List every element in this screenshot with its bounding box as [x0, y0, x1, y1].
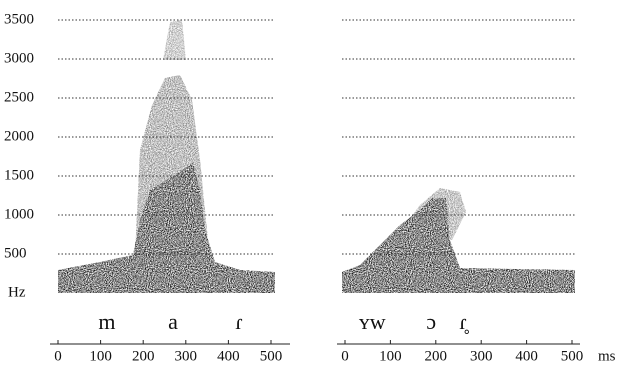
x-tick-label: 400: [217, 348, 240, 364]
segment-label: ɾ̥: [459, 309, 469, 334]
y-tick-label: 2500: [4, 89, 34, 105]
x-tick-label: 200: [132, 348, 155, 364]
y-tick-label: 1500: [4, 167, 34, 183]
y-tick-label: 500: [4, 245, 27, 261]
y-tick-label: 1000: [4, 206, 34, 222]
segment-label: ʏw: [359, 309, 386, 334]
segment-label: a: [168, 309, 178, 334]
x-tick-label: 200: [425, 348, 448, 364]
x-tick-label: 0: [341, 348, 349, 364]
x-tick-label: 500: [260, 348, 283, 364]
x-tick-label: 100: [89, 348, 112, 364]
spectrogram-right: [342, 188, 575, 293]
y-tick-label: 3500: [4, 11, 34, 27]
x-tick-label: 0: [54, 348, 62, 364]
segment-label: ɾ: [235, 309, 242, 334]
x-tick-label: 400: [515, 348, 538, 364]
y-tick-label: 3000: [4, 50, 34, 66]
x-tick-label: 100: [379, 348, 402, 364]
y-tick-label: 2000: [4, 128, 34, 144]
y-tick-label: Hz: [8, 284, 26, 300]
x-tick-label: 300: [175, 348, 198, 364]
spectrogram-left: [58, 20, 275, 293]
x-axis-label: ms: [598, 348, 616, 364]
segment-label: m: [98, 309, 115, 334]
segment-label: ɔ: [426, 309, 436, 334]
x-tick-label: 300: [470, 348, 493, 364]
x-tick-label: 500: [561, 348, 584, 364]
